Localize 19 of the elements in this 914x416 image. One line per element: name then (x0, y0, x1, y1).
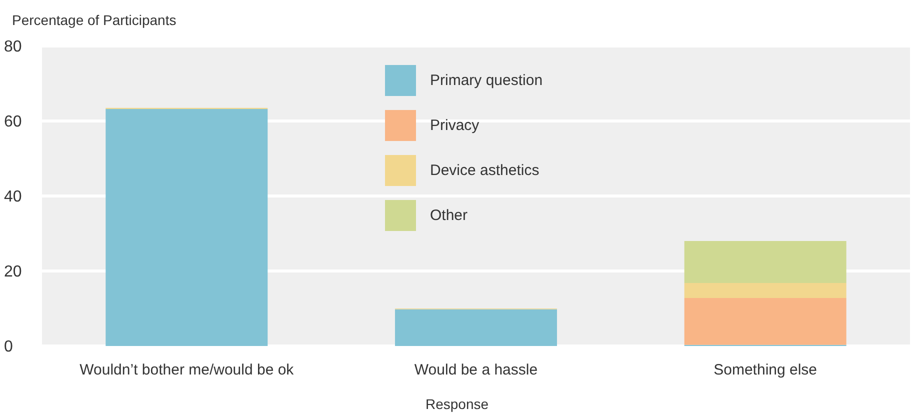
legend-label: Other (430, 207, 468, 224)
legend-label: Primary question (430, 72, 543, 89)
bar (394, 309, 557, 346)
bar (106, 109, 268, 346)
x-tick-label: Wouldn’t bother me/would be ok (80, 362, 294, 379)
bar (684, 298, 846, 345)
y-tick-label: 60 (4, 114, 22, 131)
y-axis-title: Percentage of Participants (12, 12, 176, 28)
y-tick-label: 80 (4, 38, 22, 56)
legend-label: Privacy (430, 117, 480, 134)
bar (684, 241, 846, 283)
y-tick-label: 40 (4, 188, 22, 206)
legend-label: Device asthetics (430, 162, 540, 179)
bar (684, 283, 846, 298)
y-tick-label: 0 (4, 338, 13, 356)
x-tick-label: Something else (714, 362, 818, 379)
y-tick-label: 20 (4, 264, 22, 281)
x-tick-label: Would be a hassle (414, 362, 538, 379)
x-axis-title: Response (424, 396, 490, 412)
